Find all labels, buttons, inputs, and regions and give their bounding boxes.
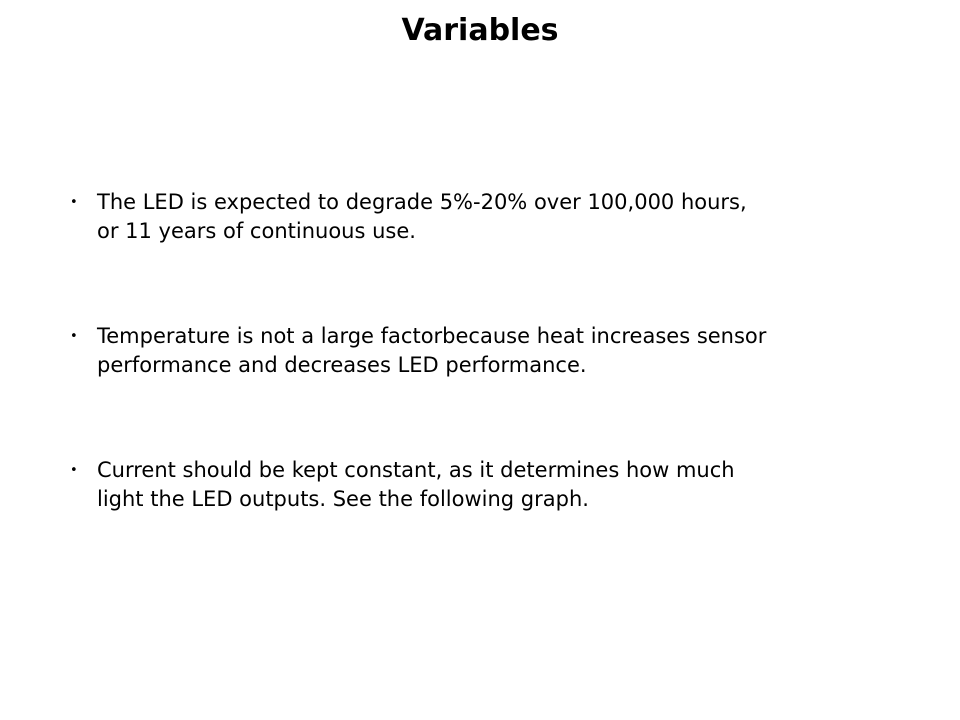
bullet-item-temperature: • Temperature is not a large factorbecau…	[70, 322, 930, 380]
slide-title: Variables	[401, 13, 559, 48]
bullet-text: Current should be kept constant, as it d…	[97, 456, 930, 514]
bullet-list: • The LED is expected to degrade 5%-20% …	[70, 188, 930, 514]
bullet-line: Temperature is not a large factorbecause…	[97, 324, 767, 348]
bullet-line: or 11 years of continuous use.	[97, 219, 416, 243]
bullet-item-led-degradation: • The LED is expected to degrade 5%-20% …	[70, 188, 930, 246]
bullet-line: performance and decreases LED performanc…	[97, 353, 587, 377]
bullet-line: The LED is expected to degrade 5%-20% ov…	[97, 190, 747, 214]
bullet-icon: •	[70, 463, 78, 478]
bullet-icon: •	[70, 329, 78, 344]
bullet-text: The LED is expected to degrade 5%-20% ov…	[97, 188, 930, 246]
bullet-line: Current should be kept constant, as it d…	[97, 458, 735, 482]
bullet-icon: •	[70, 195, 78, 210]
bullet-line: light the LED outputs. See the following…	[97, 487, 589, 511]
bullet-text: Temperature is not a large factorbecause…	[97, 322, 930, 380]
bullet-item-current: • Current should be kept constant, as it…	[70, 456, 930, 514]
